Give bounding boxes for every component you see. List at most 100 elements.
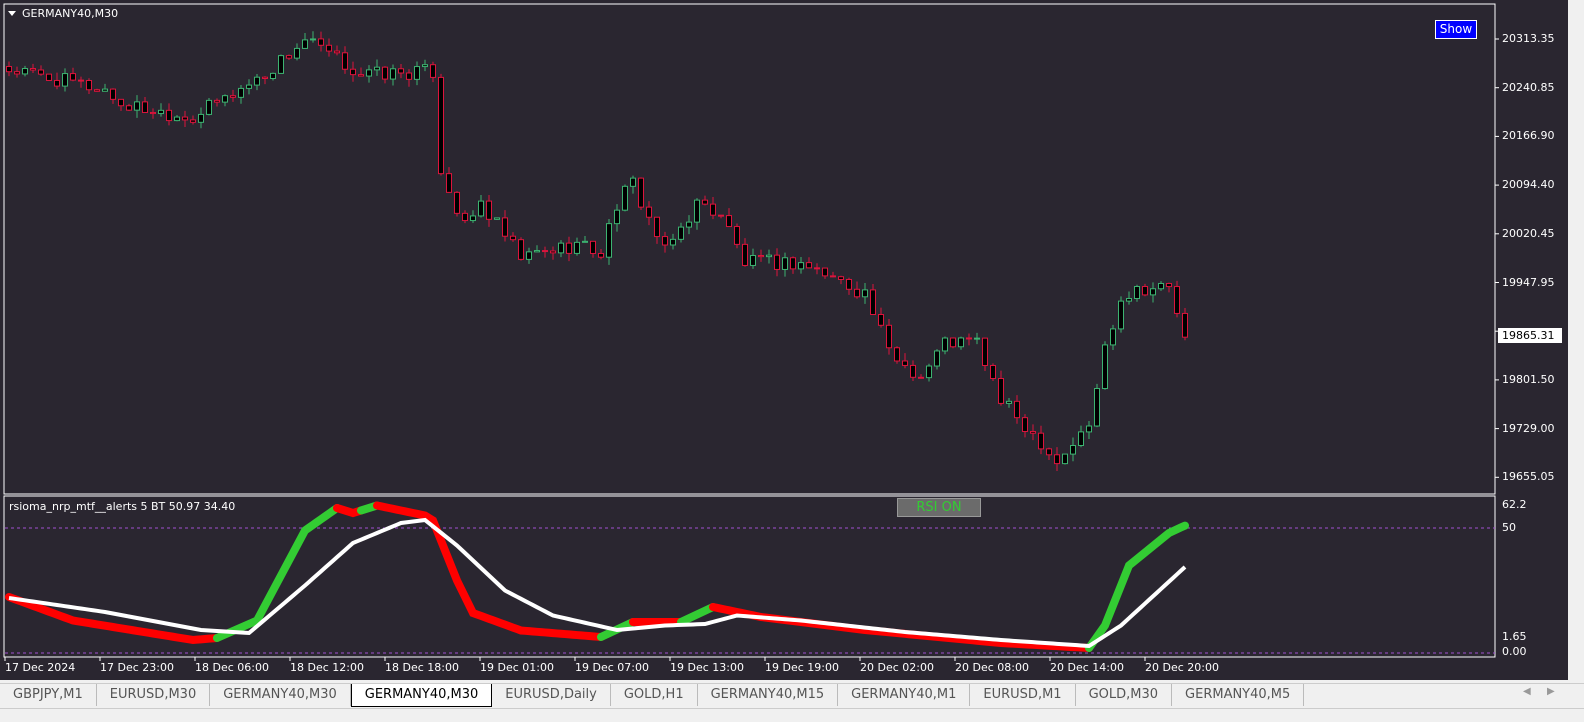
bear-candle — [502, 217, 508, 237]
bear-candle — [78, 79, 84, 82]
bear-candle — [806, 262, 812, 269]
chart-tab[interactable]: GBPJPY,M1 — [0, 684, 97, 706]
chart-tab[interactable]: EURUSD,M30 — [97, 684, 211, 706]
time-axis-label: 19 Dec 01:00 — [480, 661, 554, 674]
bull-candle — [942, 337, 948, 352]
bear-candle — [646, 206, 652, 218]
bull-candle — [222, 95, 228, 103]
bull-candle — [630, 177, 636, 187]
bear-candle — [30, 68, 36, 71]
bear-candle — [230, 95, 236, 98]
bear-candle — [318, 38, 324, 46]
bear-candle — [94, 89, 100, 92]
bear-candle — [726, 215, 732, 228]
chart-tab[interactable]: GERMANY40,M30 — [210, 684, 351, 706]
bull-candle — [494, 217, 500, 220]
bear-candle — [566, 242, 572, 254]
bull-candle — [670, 238, 676, 246]
bear-candle — [446, 173, 452, 193]
last-price-label: 19865.31 — [1498, 328, 1562, 343]
chart-tab[interactable]: EURUSD,M1 — [970, 684, 1076, 706]
bull-candle — [934, 350, 940, 367]
show-button[interactable]: Show — [1435, 20, 1477, 39]
chart-tab[interactable]: GOLD,M30 — [1076, 684, 1173, 706]
bear-candle — [382, 66, 388, 80]
bear-candle — [598, 252, 604, 258]
bull-candle — [558, 242, 564, 254]
chart-tab[interactable]: GERMANY40,M30 — [350, 684, 493, 707]
candles — [6, 31, 1188, 471]
bear-candle — [1030, 430, 1036, 434]
bull-candle — [1070, 444, 1076, 455]
bear-candle — [166, 109, 172, 122]
bear-candle — [14, 71, 20, 75]
bull-candle — [470, 215, 476, 222]
indicator-scale-label: 50 — [1502, 521, 1516, 534]
time-axis-label: 20 Dec 14:00 — [1050, 661, 1124, 674]
chart-canvas[interactable] — [0, 0, 1568, 680]
rsioma-fast-line-up — [1085, 521, 1189, 652]
bull-candle — [582, 240, 588, 243]
scroll-left-icon[interactable]: ◀ — [1523, 686, 1531, 697]
bear-candle — [1046, 448, 1052, 456]
chart-tab[interactable]: GERMANY40,M1 — [838, 684, 971, 706]
bull-candle — [1118, 300, 1124, 330]
price-tick-label: 20313.35 — [1502, 32, 1555, 45]
bear-candle — [662, 236, 668, 246]
bull-candle — [926, 365, 932, 379]
bull-candle — [1150, 288, 1156, 296]
bear-candle — [510, 235, 516, 241]
bear-candle — [406, 72, 412, 80]
bear-candle — [702, 199, 708, 205]
bull-candle — [606, 223, 612, 258]
bull-candle — [958, 337, 964, 348]
bull-candle — [414, 66, 420, 80]
bear-candle — [54, 79, 60, 87]
rsioma-fast-line-down — [5, 593, 221, 645]
status-bar — [0, 708, 1584, 722]
bear-candle — [1038, 432, 1044, 450]
rsi-on-button[interactable]: RSI ON — [897, 498, 981, 517]
bear-candle — [710, 203, 716, 216]
bull-candle — [574, 241, 580, 254]
bull-candle — [1078, 431, 1084, 446]
bear-candle — [438, 76, 444, 175]
chart-tab[interactable]: EURUSD,Daily — [492, 684, 611, 706]
bull-candle — [1006, 400, 1012, 404]
bear-candle — [70, 73, 76, 81]
bear-candle — [462, 212, 468, 222]
scroll-right-icon[interactable]: ▶ — [1547, 686, 1555, 697]
chart-tab[interactable]: GOLD,H1 — [611, 684, 698, 706]
bull-candle — [694, 199, 700, 223]
bull-candle — [1086, 425, 1092, 433]
bear-candle — [342, 52, 348, 70]
price-tick-label: 19801.50 — [1502, 372, 1555, 386]
bull-candle — [686, 221, 692, 228]
bear-candle — [838, 276, 844, 280]
bear-candle — [38, 69, 44, 75]
bull-candle — [302, 39, 308, 49]
bear-candle — [550, 250, 556, 254]
bull-candle — [422, 64, 428, 68]
bear-candle — [734, 226, 740, 245]
bull-candle — [374, 66, 380, 71]
bear-candle — [430, 64, 436, 78]
bull-candle — [390, 68, 396, 80]
chart-tab[interactable]: GERMANY40,M15 — [698, 684, 839, 706]
bear-candle — [910, 364, 916, 378]
dropdown-triangle-icon[interactable] — [8, 11, 16, 16]
bull-candle — [614, 209, 620, 225]
bear-candle — [894, 347, 900, 362]
bear-candle — [334, 50, 340, 54]
chart-tab[interactable]: GERMANY40,M5 — [1172, 684, 1305, 706]
chart-area[interactable]: GERMANY40,M30 Show rsioma_nrp_mtf__alert… — [0, 0, 1568, 680]
bear-candle — [990, 364, 996, 380]
bull-candle — [782, 257, 788, 270]
bear-candle — [486, 200, 492, 220]
bear-candle — [118, 98, 124, 107]
bear-candle — [902, 360, 908, 366]
indicator-scale-label: 0.00 — [1502, 645, 1527, 658]
bear-candle — [718, 214, 724, 217]
bull-candle — [294, 47, 300, 59]
time-axis-label: 18 Dec 12:00 — [290, 661, 364, 674]
